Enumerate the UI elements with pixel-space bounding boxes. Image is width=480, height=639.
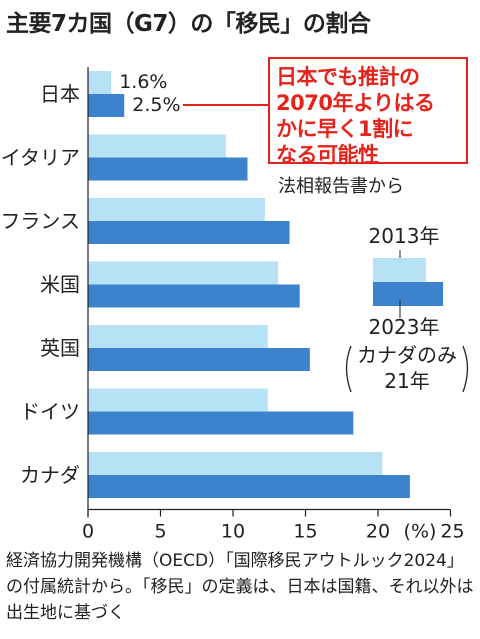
bars-group (88, 71, 410, 498)
x-tick-label: 20 (366, 521, 390, 543)
bar-2023 (88, 221, 290, 244)
legend-label-2023: 2023年 (369, 315, 440, 339)
x-tick-label: 5 (154, 521, 166, 543)
x-tick-label: 25 (440, 521, 464, 543)
category-label: フランス (0, 209, 80, 233)
callout-box: 日本でも推計の 2070年よりはる かに早く1割に なる可能性 (268, 57, 468, 167)
legend-note: カナダのみ (357, 343, 457, 367)
bar-2013 (88, 261, 278, 285)
callout-line: なる可能性 (276, 143, 379, 167)
footnote: 経済協力開発機構（OECD）「国際移民アウトルック2024」の付属統計から。「移… (6, 551, 474, 623)
bar-2013 (88, 198, 265, 221)
x-axis-ticks: 0 5 10 15 20 25(%) (82, 67, 465, 543)
legend-swatch-2013 (373, 258, 426, 282)
callout-line: 2070年よりはる (276, 91, 435, 115)
category-label: 日本 (40, 82, 80, 106)
category-label: 米国 (40, 273, 80, 297)
category-label: イタリア (1, 146, 80, 170)
legend-swatch-2023 (373, 282, 443, 306)
bar-2023 (88, 411, 354, 435)
bar-2023 (88, 475, 410, 498)
bar-2013 (88, 325, 268, 348)
bar-2013 (88, 71, 112, 94)
x-tick-label: 10 (221, 521, 245, 543)
legend-paren-right (462, 345, 469, 393)
x-tick-label: 0 (82, 521, 94, 543)
category-label: 英国 (40, 336, 80, 360)
data-label: 1.6% (119, 71, 167, 93)
legend-label-2013: 2013年 (369, 224, 440, 248)
bar-2013 (88, 452, 383, 475)
category-label: ドイツ (20, 400, 80, 424)
data-label: 2.5% (132, 94, 180, 116)
source-note: 法相報告書から (278, 176, 404, 197)
bar-2023 (88, 348, 310, 371)
bar-2013 (88, 388, 268, 412)
x-unit-label: (%) (404, 521, 437, 543)
bar-2013 (88, 134, 226, 158)
data-labels: 1.6%2.5% (119, 71, 268, 116)
legend-paren-left (345, 345, 352, 393)
bar-2023 (88, 284, 300, 308)
callout-line: 日本でも推計の (276, 65, 420, 89)
bar-2023 (88, 94, 125, 117)
category-label: カナダ (20, 463, 80, 487)
x-tick-label: 15 (293, 521, 317, 543)
legend-note: 21年 (384, 369, 429, 393)
callout-line: かに早く1割に (276, 117, 414, 141)
bar-2023 (88, 157, 248, 181)
chart-title: 主要7カ国（G7）の「移民」の割合 (6, 11, 371, 37)
